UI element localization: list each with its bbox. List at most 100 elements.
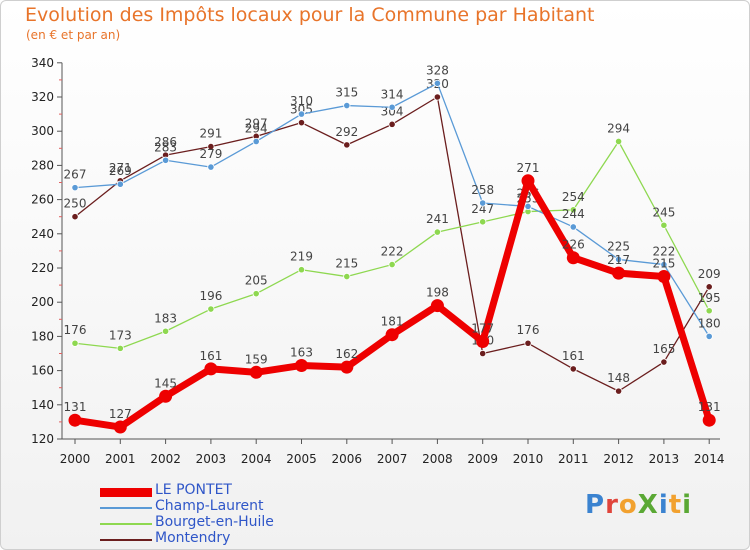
data-point-champ-laurent <box>71 184 79 192</box>
logo-letter: P <box>585 490 606 520</box>
data-point-champ-laurent <box>388 103 396 111</box>
data-point-champ-laurent <box>162 156 170 164</box>
data-point-le-pontet <box>430 299 444 313</box>
data-label-montendry: 250 <box>64 197 87 211</box>
y-tick-label: 340 <box>31 56 54 70</box>
legend-swatch-le-pontet <box>100 487 152 497</box>
data-label-montendry: 286 <box>154 135 177 149</box>
data-point-bourget-en-huile <box>162 327 170 335</box>
data-label-montendry: 291 <box>199 127 222 141</box>
x-tick-label: 2014 <box>694 452 725 466</box>
data-label-le-pontet: 217 <box>607 253 630 267</box>
data-point-bourget-en-huile <box>343 272 351 281</box>
data-label-montendry: 271 <box>109 161 132 175</box>
y-tick-label: 240 <box>31 227 54 241</box>
y-tick-label: 220 <box>31 261 54 275</box>
data-point-champ-laurent <box>343 101 351 110</box>
data-point-montendry <box>524 339 532 347</box>
x-tick-label: 2011 <box>558 452 589 466</box>
data-label-champ-laurent: 328 <box>426 63 449 77</box>
data-label-champ-laurent: 269 <box>109 164 132 178</box>
data-label-bourget-en-huile: 247 <box>471 202 494 216</box>
data-label-montendry: 209 <box>698 267 721 281</box>
data-point-le-pontet <box>340 360 354 374</box>
legend-label-bourget-en-huile: Bourget-en-Huile <box>155 514 274 530</box>
data-label-le-pontet: 163 <box>290 345 313 359</box>
data-point-champ-laurent <box>116 180 124 188</box>
data-point-champ-laurent <box>207 163 215 171</box>
data-point-le-pontet <box>657 270 671 284</box>
x-tick-label: 2010 <box>513 452 544 466</box>
x-tick-label: 2009 <box>467 452 498 466</box>
y-tick-label: 300 <box>31 124 54 138</box>
data-label-le-pontet: 131 <box>698 400 721 414</box>
data-point-bourget-en-huile <box>479 218 487 226</box>
logo-letter: o <box>618 490 638 520</box>
data-point-montendry <box>388 120 396 128</box>
y-tick-label: 140 <box>31 398 54 412</box>
data-point-champ-laurent <box>524 202 532 211</box>
data-point-champ-laurent <box>614 255 623 264</box>
data-label-champ-laurent: 315 <box>335 86 358 100</box>
data-label-bourget-en-huile: 294 <box>607 121 630 135</box>
data-label-champ-laurent: 267 <box>64 168 87 182</box>
data-point-montendry <box>71 213 79 221</box>
chart-title: Evolution des Impôts locaux pour la Comm… <box>25 4 595 26</box>
data-point-bourget-en-huile <box>207 305 215 313</box>
data-label-champ-laurent: 279 <box>199 147 222 161</box>
data-label-le-pontet: 145 <box>154 376 177 390</box>
legend-swatch-champ-laurent <box>100 507 152 509</box>
x-tick-label: 2000 <box>60 452 91 466</box>
x-tick-label: 2002 <box>150 452 181 466</box>
data-point-bourget-en-huile <box>569 206 577 214</box>
data-point-le-pontet <box>702 413 716 427</box>
logo-letter: i <box>658 490 669 520</box>
logo-letter: r <box>605 490 619 520</box>
data-point-champ-laurent <box>479 199 487 207</box>
data-point-bourget-en-huile <box>297 266 306 274</box>
data-point-montendry <box>433 93 441 101</box>
data-label-champ-laurent: 310 <box>290 94 313 108</box>
y-tick-label: 160 <box>31 364 54 378</box>
data-point-montendry <box>614 387 623 395</box>
data-point-bourget-en-huile <box>71 339 79 347</box>
data-point-bourget-en-huile <box>614 137 623 146</box>
data-label-le-pontet: 131 <box>64 400 87 414</box>
data-label-champ-laurent: 294 <box>245 121 268 135</box>
data-point-montendry <box>207 142 215 151</box>
x-tick-label: 2005 <box>286 452 317 466</box>
data-point-le-pontet <box>159 389 173 403</box>
data-point-champ-laurent <box>569 223 577 231</box>
legend-label-le-pontet: LE PONTET <box>155 482 232 498</box>
data-label-bourget-en-huile: 205 <box>245 274 268 288</box>
data-point-montendry <box>479 349 487 358</box>
chart-subtitle: (en € et par an) <box>26 28 121 42</box>
data-label-champ-laurent: 258 <box>471 183 494 197</box>
data-label-bourget-en-huile: 196 <box>199 289 222 303</box>
data-point-montendry <box>297 119 306 127</box>
data-point-montendry <box>343 141 351 149</box>
data-label-champ-laurent: 180 <box>698 316 721 330</box>
legend-swatch-montendry <box>100 539 152 541</box>
data-label-bourget-en-huile: 176 <box>64 323 87 337</box>
data-label-le-pontet: 162 <box>335 347 358 361</box>
data-label-montendry: 161 <box>562 349 585 363</box>
data-label-le-pontet: 271 <box>517 161 540 175</box>
x-tick-label: 2012 <box>603 452 634 466</box>
data-label-le-pontet: 177 <box>471 322 494 336</box>
data-point-bourget-en-huile <box>252 290 260 298</box>
data-label-le-pontet: 161 <box>199 349 222 363</box>
data-point-champ-laurent <box>705 332 713 340</box>
data-label-le-pontet: 159 <box>245 352 268 366</box>
y-tick-label: 200 <box>31 295 54 309</box>
y-tick-label: 120 <box>31 432 54 446</box>
data-point-le-pontet <box>566 251 580 265</box>
data-point-le-pontet <box>295 358 308 372</box>
data-label-montendry: 165 <box>652 342 675 356</box>
data-label-champ-laurent: 314 <box>381 87 404 101</box>
logo-letter: i <box>682 490 693 520</box>
legend-swatch-bourget-en-huile <box>100 523 152 525</box>
x-tick-label: 2004 <box>241 452 272 466</box>
data-label-champ-laurent: 244 <box>562 207 585 221</box>
